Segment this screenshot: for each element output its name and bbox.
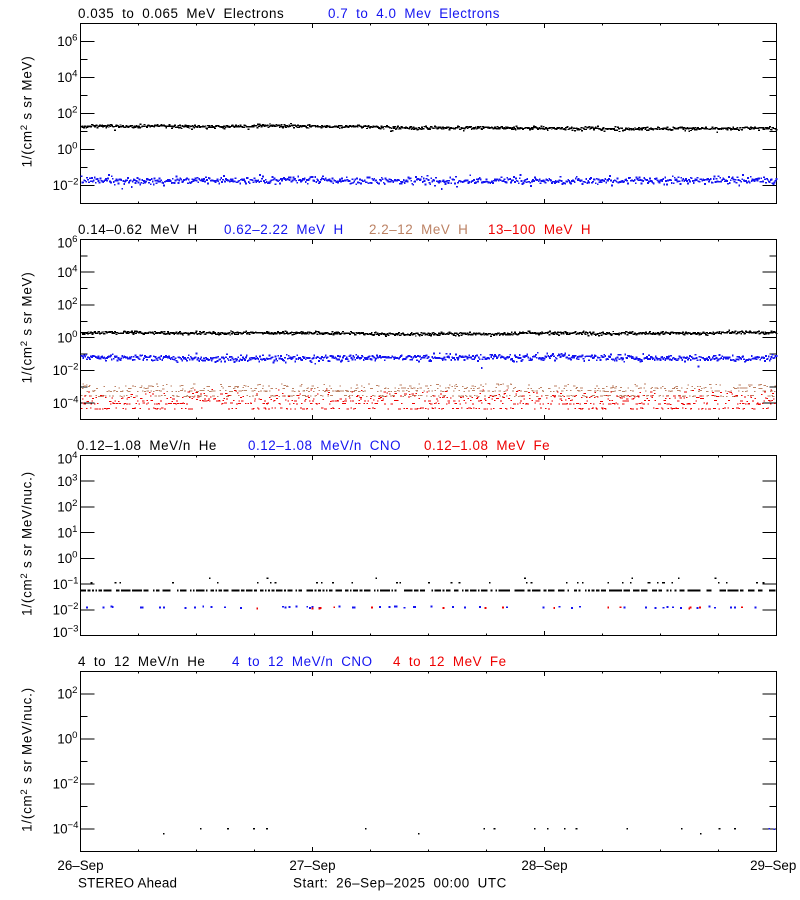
svg-text:102: 102 <box>57 296 77 313</box>
svg-text:10−2: 10−2 <box>53 177 79 194</box>
svg-text:106: 106 <box>57 234 77 251</box>
svg-text:STEREO Ahead: STEREO Ahead <box>78 876 177 891</box>
svg-text:10−2: 10−2 <box>53 362 79 379</box>
svg-text:102: 102 <box>57 685 77 702</box>
svg-text:0.12–1.08 MeV/n He: 0.12–1.08 MeV/n He <box>77 438 217 453</box>
svg-text:10−2: 10−2 <box>53 601 79 618</box>
svg-text:0.62–2.22 MeV H: 0.62–2.22 MeV H <box>224 222 344 237</box>
svg-text:Start: 26–Sep–2025 00:00 UTC: Start: 26–Sep–2025 00:00 UTC <box>293 876 507 891</box>
svg-text:102: 102 <box>57 498 77 514</box>
svg-text:4 to 12 MeV/n CNO: 4 to 12 MeV/n CNO <box>232 654 373 669</box>
svg-text:100: 100 <box>57 329 77 346</box>
svg-text:1/(cm2 s sr MeV/nuc.): 1/(cm2 s sr MeV/nuc.) <box>19 471 35 616</box>
svg-text:102: 102 <box>57 105 77 122</box>
svg-text:10−4: 10−4 <box>53 820 80 837</box>
svg-text:13–100 MeV H: 13–100 MeV H <box>488 222 591 237</box>
svg-text:4 to 12 MeV Fe: 4 to 12 MeV Fe <box>393 654 507 669</box>
svg-text:0.12–1.08 MeV Fe: 0.12–1.08 MeV Fe <box>424 438 550 453</box>
svg-text:100: 100 <box>57 141 77 158</box>
svg-text:0.035 to 0.065 MeV Electrons: 0.035 to 0.065 MeV Electrons <box>78 6 284 21</box>
svg-text:104: 104 <box>57 69 78 86</box>
svg-text:1/(cm2 s sr MeV): 1/(cm2 s sr MeV) <box>19 56 35 168</box>
svg-text:100: 100 <box>57 730 77 747</box>
svg-text:106: 106 <box>57 33 77 50</box>
svg-text:0.12–1.08 MeV/n CNO: 0.12–1.08 MeV/n CNO <box>248 438 401 453</box>
svg-text:4 to 12 MeV/n He: 4 to 12 MeV/n He <box>78 654 205 669</box>
svg-text:29–Sep: 29–Sep <box>750 858 796 873</box>
svg-text:10−1: 10−1 <box>53 575 79 592</box>
svg-text:10−4: 10−4 <box>53 394 80 411</box>
svg-text:103: 103 <box>57 472 77 489</box>
svg-text:26–Sep: 26–Sep <box>57 858 103 873</box>
svg-text:27–Sep: 27–Sep <box>289 858 335 873</box>
svg-text:10−2: 10−2 <box>53 775 79 792</box>
svg-text:100: 100 <box>57 550 77 567</box>
svg-text:104: 104 <box>57 450 78 467</box>
svg-text:1/(cm2 s sr MeV/nuc.): 1/(cm2 s sr MeV/nuc.) <box>19 687 35 832</box>
svg-text:1/(cm2 s sr MeV): 1/(cm2 s sr MeV) <box>19 272 35 384</box>
svg-text:101: 101 <box>57 524 77 541</box>
svg-text:10−3: 10−3 <box>53 624 79 641</box>
svg-text:0.14–0.62 MeV H: 0.14–0.62 MeV H <box>78 222 198 237</box>
svg-text:28–Sep: 28–Sep <box>521 858 567 873</box>
svg-text:0.7 to 4.0 Mev Electrons: 0.7 to 4.0 Mev Electrons <box>328 6 500 21</box>
svg-text:104: 104 <box>57 263 78 280</box>
svg-text:2.2–12 MeV H: 2.2–12 MeV H <box>369 222 468 237</box>
